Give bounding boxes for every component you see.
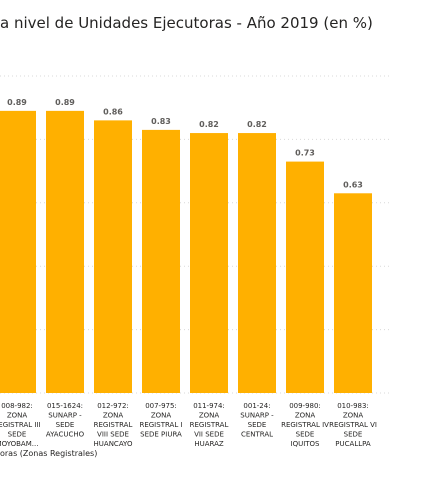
- chart-title: a nivel de Unidades Ejecutoras - Año 201…: [0, 14, 373, 32]
- x-tick-label: 012-972: ZONA REGISTRAL VIII SEDE HUANCAYO: [94, 402, 133, 448]
- x-tick-label: 015-1624: SUNARP -SEDE AYACUCHO: [46, 402, 85, 439]
- bar[interactable]: [142, 129, 180, 393]
- x-tick-label-line: 008-982:: [1, 402, 33, 410]
- x-tick-label: 007-975: ZONA REGISTRAL I SEDE PIURA: [139, 402, 182, 439]
- x-tick-label-line: REGISTRAL I: [139, 421, 182, 429]
- x-axis-title: oras (Zonas Registrales): [0, 449, 98, 458]
- x-tick-label-line: ZONA: [7, 412, 28, 420]
- x-tick-label-line: MOYOBAM...: [0, 440, 38, 448]
- x-tick-label-line: REGISTRAL III: [0, 421, 41, 429]
- x-tick-label-line: VII SEDE: [194, 431, 224, 439]
- x-tick-label: 009-980: ZONA REGISTRAL IV SEDE IQUITOS: [281, 402, 329, 448]
- x-tick-label-line: REGISTRAL VI: [329, 421, 377, 429]
- x-tick-label-line: 012-972:: [97, 402, 129, 410]
- x-tick-label: 010-983: ZONA REGISTRAL VI SEDE PUCALLPA: [329, 402, 377, 448]
- x-tick-label-line: VIII SEDE: [97, 431, 129, 439]
- x-tick-label-line: SEDE PIURA: [140, 431, 182, 439]
- data-label: 0.82: [199, 120, 219, 129]
- x-tick-label-line: 011-974:: [193, 402, 225, 410]
- x-tick-label: 001-24: SUNARP -SEDE CENTRAL: [240, 402, 274, 439]
- bar[interactable]: [190, 133, 228, 393]
- x-tick-label-line: SUNARP -: [240, 412, 274, 420]
- data-label: 0.82: [247, 120, 267, 129]
- x-tick-label-line: 009-980:: [289, 402, 321, 410]
- x-tick-label-line: SEDE: [248, 421, 267, 429]
- x-tick-label-line: ZONA: [151, 412, 172, 420]
- data-label: 0.89: [55, 98, 75, 107]
- x-tick-label-line: 001-24:: [243, 402, 270, 410]
- x-tick-label-line: HUARAZ: [194, 440, 224, 448]
- bar[interactable]: [46, 110, 84, 394]
- bar[interactable]: [286, 161, 324, 393]
- data-label: 0.89: [7, 98, 27, 107]
- bar[interactable]: [238, 133, 276, 393]
- x-tick-label: 011-974: ZONA REGISTRAL VII SEDE HUARAZ: [190, 402, 229, 448]
- x-tick-label-line: SEDE: [296, 431, 315, 439]
- x-tick-label-line: 010-983:: [337, 402, 369, 410]
- x-tick-label-line: ZONA: [103, 412, 124, 420]
- data-label: 0.63: [343, 180, 363, 189]
- data-label: 0.83: [151, 117, 171, 126]
- bar[interactable]: [94, 120, 132, 393]
- data-label: 0.73: [295, 149, 315, 158]
- x-tick-label-line: HUANCAYO: [94, 440, 133, 448]
- x-tick-label-line: SEDE: [344, 431, 363, 439]
- data-label: 0.86: [103, 107, 123, 116]
- x-tick-label-line: SUNARP -: [48, 412, 82, 420]
- x-tick-label-line: SEDE: [56, 421, 75, 429]
- x-tick-label-line: CENTRAL: [241, 431, 273, 439]
- x-tick-label-line: ZONA: [295, 412, 316, 420]
- x-tick-label-line: SEDE: [8, 431, 27, 439]
- x-tick-label-line: REGISTRAL: [94, 421, 133, 429]
- x-tick-label-line: REGISTRAL IV: [281, 421, 329, 429]
- x-tick-label-line: REGISTRAL: [190, 421, 229, 429]
- x-tick-label-line: ZONA: [343, 412, 364, 420]
- x-tick-label-line: 007-975:: [145, 402, 177, 410]
- bar[interactable]: [0, 110, 36, 394]
- x-tick-label-line: ZONA: [199, 412, 220, 420]
- bar[interactable]: [334, 193, 372, 393]
- x-tick-label-line: 015-1624:: [47, 402, 83, 410]
- x-tick-label-line: IQUITOS: [291, 440, 321, 448]
- x-tick-label-line: AYACUCHO: [46, 431, 85, 439]
- x-tick-label-line: PUCALLPA: [335, 440, 371, 448]
